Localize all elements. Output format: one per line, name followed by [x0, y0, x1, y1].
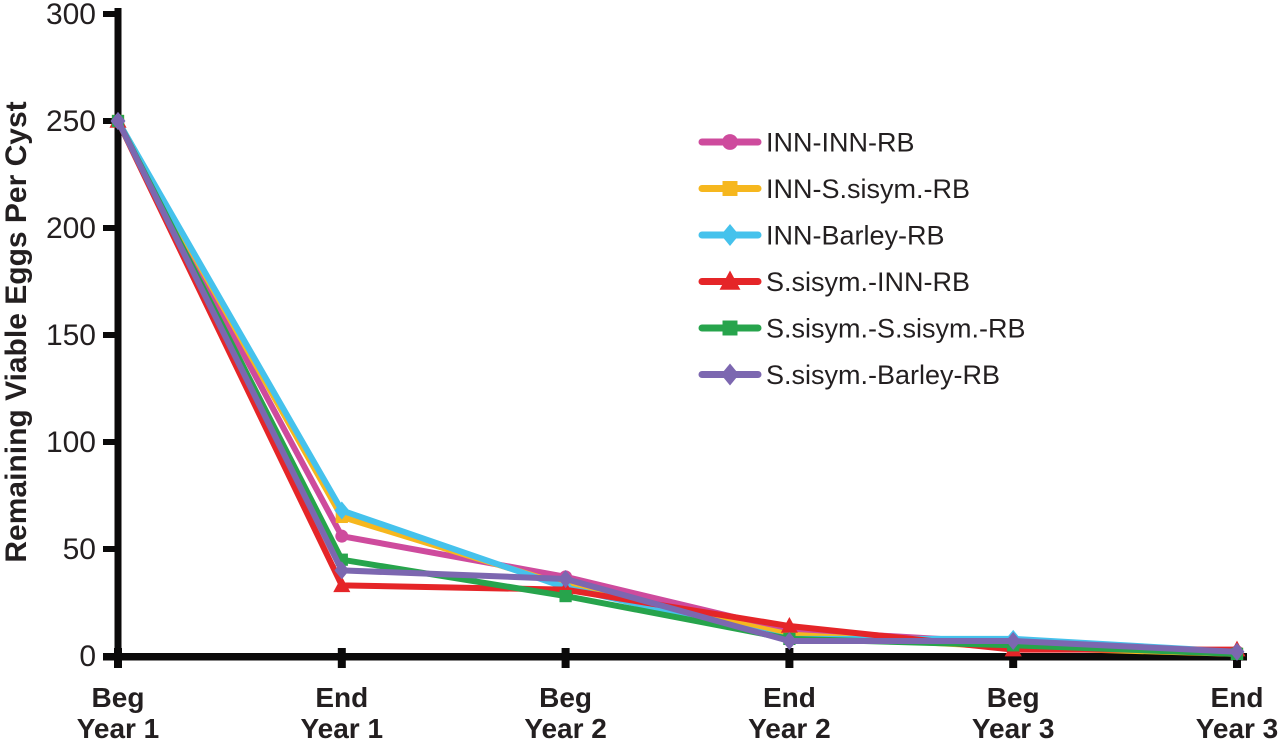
y-tick-mark	[103, 225, 116, 231]
legend-item-S.sisym.-INN-RB: S.sisym.-INN-RB	[698, 267, 970, 297]
x-tick-label-line2: Year 3	[1196, 713, 1279, 743]
y-tick-label: 300	[46, 0, 96, 31]
x-tick-mark	[561, 648, 570, 668]
legend-label: INN-S.sisym.-RB	[766, 174, 970, 204]
y-axis-line	[114, 8, 122, 660]
series-S.sisym.-Barley-RB	[110, 112, 1245, 661]
legend-label: S.sisym.-INN-RB	[766, 267, 970, 297]
legend: INN-INN-RB INN-S.sisym.-RB INN-Barley-RB S.…	[698, 128, 1026, 390]
x-tick-label-line1: End	[763, 682, 816, 713]
x-tick-label-line1: Beg	[987, 682, 1040, 713]
legend-label: S.sisym.-S.sisym.-RB	[766, 314, 1026, 344]
triangle-marker	[333, 576, 351, 593]
triangle-marker	[780, 617, 798, 633]
square-marker	[559, 589, 572, 603]
x-tick-label-line2: Year 3	[972, 713, 1055, 743]
diamond-marker	[782, 632, 797, 651]
x-tick-label-line1: End	[1211, 682, 1264, 713]
legend-label: INN-INN-RB	[766, 128, 915, 158]
y-tick-mark	[103, 11, 116, 17]
triangle-marker	[719, 270, 741, 290]
square-marker	[722, 181, 738, 196]
diamond-marker	[720, 224, 740, 246]
y-tick-mark	[103, 118, 116, 124]
legend-item-S.sisym.-Barley-RB: S.sisym.-Barley-RB	[698, 360, 1000, 390]
x-tick-label-line1: Beg	[92, 682, 145, 713]
x-tick-label-line2: Year 1	[301, 713, 384, 743]
diamond-marker	[334, 501, 350, 520]
x-tick-mark	[114, 648, 122, 668]
y-tick-label: 50	[63, 533, 96, 566]
x-tick-label-line1: End	[315, 682, 368, 713]
y-tick-label: 0	[79, 640, 96, 673]
x-axis-line	[103, 653, 1247, 661]
y-tick-label: 250	[46, 105, 96, 138]
diamond-marker	[558, 569, 573, 588]
diamond-marker	[334, 561, 350, 580]
y-tick-label: 200	[46, 212, 96, 245]
y-tick-mark	[103, 332, 116, 338]
x-tick-label-line1: Beg	[539, 682, 592, 713]
legend-item-INN-INN-RB: INN-INN-RB	[698, 128, 915, 158]
x-tick-label-line2: Year 1	[77, 713, 160, 743]
x-tick-label-line2: Year 2	[524, 713, 607, 743]
x-tick-mark	[785, 648, 794, 668]
y-tick-mark	[103, 546, 116, 552]
legend-label: S.sisym.-Barley-RB	[766, 360, 1000, 390]
y-tick-label: 100	[46, 426, 96, 459]
legend-item-S.sisym.-S.sisym.-RB: S.sisym.-S.sisym.-RB	[698, 314, 1026, 344]
x-tick-mark	[1009, 648, 1018, 668]
legend-item-INN-Barley-RB: INN-Barley-RB	[698, 221, 945, 251]
x-tick-label-line2: Year 2	[748, 713, 831, 743]
series-line	[115, 118, 1240, 655]
y-tick-mark	[103, 439, 116, 445]
diamond-marker	[1005, 632, 1021, 651]
circle-marker	[722, 134, 738, 150]
legend-item-INN-S.sisym.-RB: INN-S.sisym.-RB	[698, 174, 970, 204]
legend-label: INN-Barley-RB	[766, 221, 945, 251]
diamond-marker	[110, 112, 126, 130]
x-tick-mark	[337, 648, 346, 668]
diamond-marker	[720, 363, 740, 386]
circle-marker	[335, 529, 349, 543]
diamond-marker	[1229, 642, 1245, 661]
y-axis-title: Remaining Viable Eggs Per Cyst	[0, 101, 33, 562]
y-tick-label: 150	[46, 319, 96, 352]
series-line	[115, 118, 1240, 657]
square-marker	[722, 320, 738, 336]
